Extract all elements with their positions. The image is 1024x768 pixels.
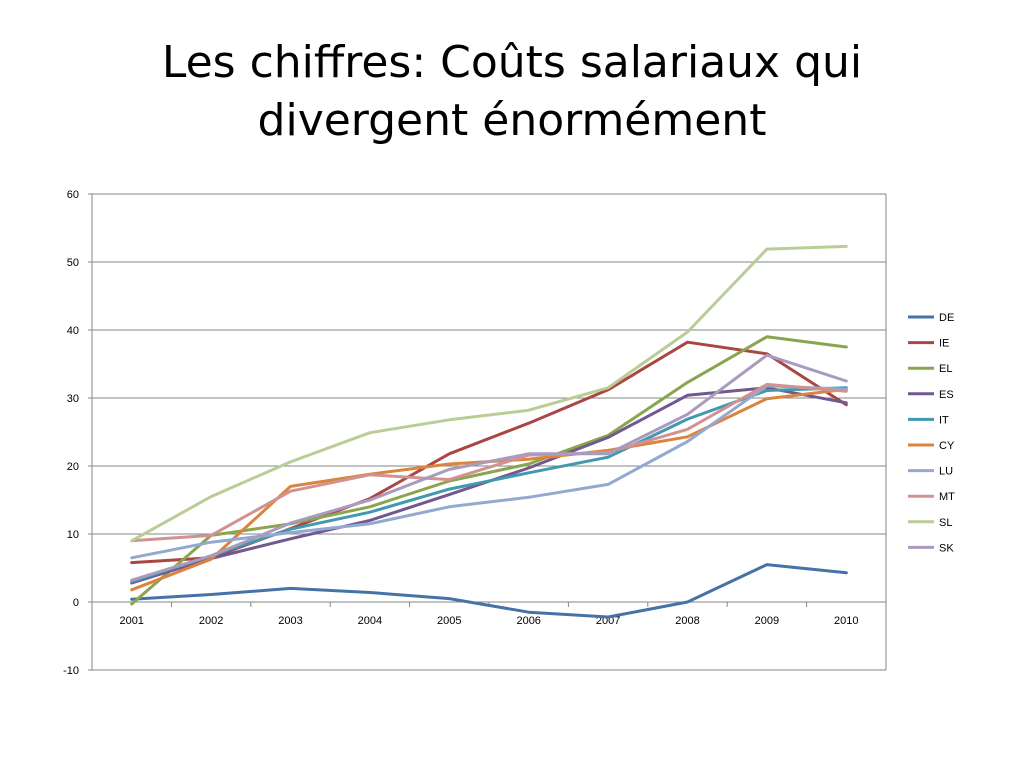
x-tick-label: 2004 <box>358 615 382 627</box>
series-line-it <box>130 386 848 584</box>
series-line-sl <box>130 244 848 543</box>
slide-title-line-1: Les chiffres: Coûts salariaux qui <box>161 37 863 88</box>
legend-label-de: DE <box>939 312 954 324</box>
series-lines <box>130 244 848 619</box>
y-tick-label: -10 <box>63 665 79 677</box>
series-line-de <box>130 563 848 619</box>
gridlines <box>92 193 886 671</box>
x-tick-label: 2003 <box>278 615 302 627</box>
y-tick-label: 60 <box>67 189 79 201</box>
y-axis-tick-labels: -10 0 10 20 30 40 50 60 <box>63 189 79 677</box>
legend-label-sk: SK <box>939 542 954 554</box>
slide-title-line-2: divergent énormément <box>257 95 767 146</box>
series-line-cy <box>130 387 848 592</box>
legend-label-mt: MT <box>939 491 955 503</box>
legend-label-el: EL <box>939 363 952 375</box>
series-line-lu <box>130 384 848 560</box>
legend: DE IE EL ES IT CY LU MT SL SK <box>908 312 955 554</box>
x-tick-label: 2001 <box>119 615 143 627</box>
legend-label-sl: SL <box>939 517 952 529</box>
series-line-sk <box>130 353 848 582</box>
y-tick-label: 50 <box>67 257 79 269</box>
y-tick-label: 20 <box>67 461 79 473</box>
legend-label-lu: LU <box>939 466 953 478</box>
x-tick-label: 2010 <box>834 615 858 627</box>
x-tick-label: 2009 <box>755 615 779 627</box>
slide-title: Les chiffres: Coûts salariaux qui diverg… <box>0 34 1024 150</box>
y-tick-label: 40 <box>67 325 79 337</box>
legend-label-it: IT <box>939 414 949 426</box>
y-tick-label: 0 <box>73 597 79 609</box>
x-axis-tick-labels: 2001 2002 2003 2004 2005 2006 2007 2008 2009 2010 <box>119 615 858 627</box>
axes <box>88 193 887 671</box>
series-line-el <box>130 335 848 606</box>
x-tick-label: 2008 <box>675 615 699 627</box>
x-tick-label: 2002 <box>199 615 223 627</box>
x-tick-label: 2006 <box>516 615 540 627</box>
legend-label-es: ES <box>939 389 954 401</box>
legend-label-cy: CY <box>939 440 955 452</box>
series-line-mt <box>130 382 848 543</box>
y-tick-label: 30 <box>67 393 79 405</box>
legend-label-ie: IE <box>939 338 949 350</box>
x-tick-label: 2005 <box>437 615 461 627</box>
y-tick-label: 10 <box>67 529 79 541</box>
